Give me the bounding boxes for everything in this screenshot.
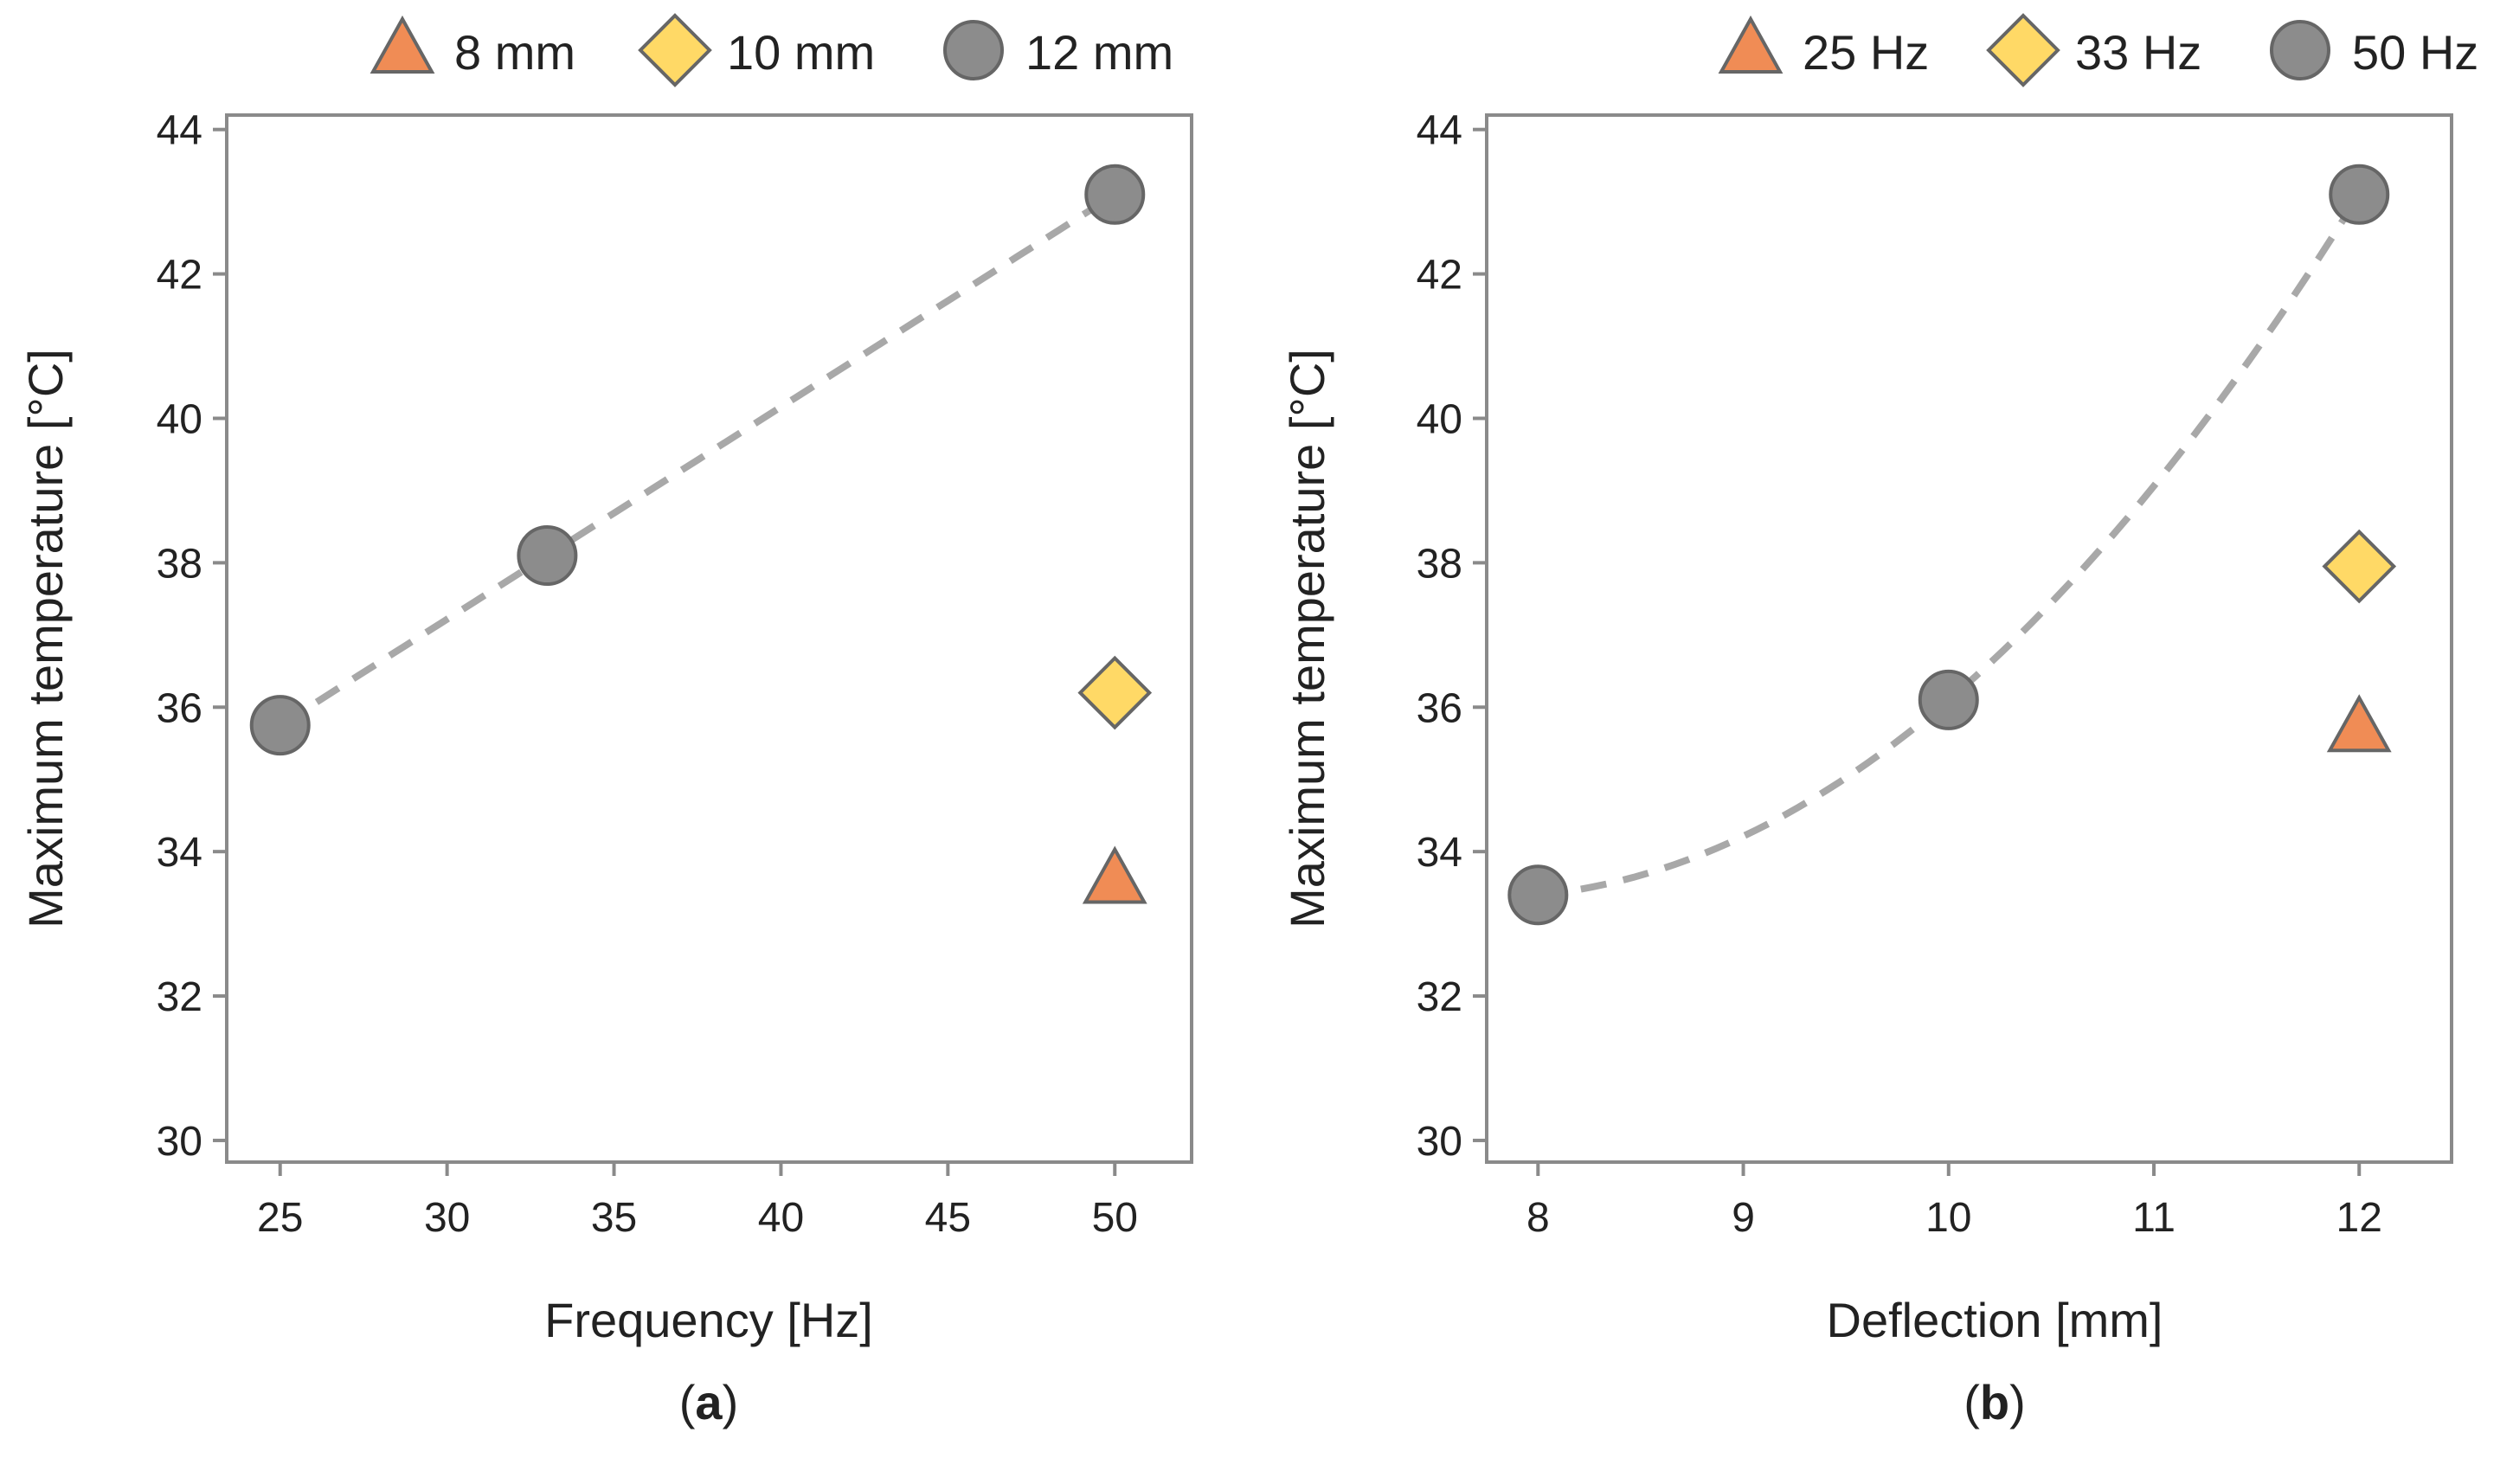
circle-data-point <box>1084 164 1146 225</box>
x-axis-ticks-a: 25 30 35 40 45 50 <box>257 1162 1138 1241</box>
y-tick-label: 34 <box>1417 830 1462 876</box>
legend-item-10mm: 10 mm <box>638 13 875 87</box>
legend-item-50hz: 50 Hz <box>2270 20 2478 80</box>
legend-panel-b: 25 Hz 33 Hz 50 Hz <box>1718 13 2478 87</box>
panel-letter-a: a <box>695 1375 723 1429</box>
y-axis-ticks-a: 30 32 34 36 38 40 42 44 <box>157 108 227 1165</box>
x-tick-label: 10 <box>1925 1195 1971 1241</box>
panel-b: 25 Hz 33 Hz 50 Hz 30 32 34 36 38 40 42 44 8 9 10 1… <box>1280 13 2478 1429</box>
diamond-data-point <box>2322 529 2397 604</box>
y-tick-label: 36 <box>1417 685 1462 731</box>
legend-diamond-marker <box>1986 13 2060 87</box>
legend-panel-a: 8 mm 10 mm 12 mm <box>370 13 1173 87</box>
y-tick-label: 38 <box>1417 541 1462 587</box>
legend-triangle-marker <box>370 15 435 74</box>
x-tick-label: 35 <box>591 1195 637 1241</box>
y-axis-label-a: Maximum temperature [°C] <box>18 349 73 928</box>
legend-label-33hz: 33 Hz <box>2075 25 2201 80</box>
diamond-data-point <box>1077 655 1153 730</box>
legend-item-12mm: 12 mm <box>943 20 1173 80</box>
legend-label-8mm: 8 mm <box>454 25 575 80</box>
legend-triangle-marker <box>1718 15 1784 74</box>
legend-circle-marker <box>943 20 1004 80</box>
x-tick-label: 25 <box>257 1195 303 1241</box>
x-tick-label: 8 <box>1526 1195 1550 1241</box>
y-tick-label: 44 <box>1417 108 1462 154</box>
legend-label-12mm: 12 mm <box>1025 25 1173 80</box>
legend-circle-marker <box>2270 20 2330 80</box>
circle-legend-symbol <box>2270 20 2330 80</box>
trendline-a <box>278 191 1117 729</box>
x-tick-label: 12 <box>2336 1195 2382 1241</box>
circle-data-point <box>1507 864 1569 926</box>
x-tick-label: 40 <box>758 1195 804 1241</box>
x-tick-label: 45 <box>925 1195 971 1241</box>
y-tick-label: 36 <box>157 685 202 731</box>
legend-item-25hz: 25 Hz <box>1718 15 1929 80</box>
legend-label-10mm: 10 mm <box>727 25 875 80</box>
y-tick-label: 32 <box>1417 974 1462 1020</box>
panel-a: 8 mm 10 mm 12 mm 30 32 34 36 38 40 42 44 25 30 35… <box>18 13 1193 1429</box>
legend-diamond-marker <box>638 13 712 87</box>
panel-caption-b: (b) <box>1963 1375 2026 1429</box>
panel-caption-a: (a) <box>679 1375 738 1429</box>
x-tick-label: 9 <box>1732 1195 1755 1241</box>
panel-letter-b: b <box>1980 1375 2009 1429</box>
x-axis-label-a: Frequency [Hz] <box>544 1293 873 1347</box>
circle-data-point <box>249 695 311 756</box>
y-tick-label: 44 <box>157 108 202 154</box>
plot-frame-a <box>225 113 1193 1164</box>
x-tick-label: 11 <box>2132 1195 2176 1241</box>
legend-label-25hz: 25 Hz <box>1803 25 1929 80</box>
x-axis-label-b: Deflection [mm] <box>1827 1293 2163 1347</box>
y-tick-label: 40 <box>157 396 202 442</box>
diamond-legend-symbol <box>638 13 712 87</box>
data-points-a <box>249 164 1153 904</box>
plot-frame-b <box>1485 113 2453 1164</box>
circle-data-point <box>517 525 578 587</box>
y-tick-label: 40 <box>1417 396 1462 442</box>
y-tick-label: 30 <box>1417 1119 1462 1165</box>
trendline-b <box>1537 192 2362 899</box>
circle-legend-symbol <box>943 20 1004 80</box>
legend-item-33hz: 33 Hz <box>1986 13 2201 87</box>
y-axis-label-b: Maximum temperature [°C] <box>1280 349 1334 928</box>
y-axis-ticks-b: 30 32 34 36 38 40 42 44 <box>1417 108 1487 1165</box>
x-tick-label: 30 <box>424 1195 470 1241</box>
triangle-legend-symbol <box>1718 15 1784 74</box>
y-tick-label: 38 <box>157 541 202 587</box>
y-tick-label: 30 <box>157 1119 202 1165</box>
circle-data-point <box>1918 669 1979 730</box>
diamond-legend-symbol <box>1986 13 2060 87</box>
y-tick-label: 42 <box>1417 253 1462 299</box>
data-points-b <box>1507 164 2397 926</box>
triangle-data-point <box>2326 694 2392 753</box>
triangle-data-point <box>1082 845 1147 904</box>
x-tick-label: 50 <box>1092 1195 1138 1241</box>
circle-data-point <box>2329 164 2390 225</box>
y-tick-label: 32 <box>157 974 202 1020</box>
y-tick-label: 42 <box>157 253 202 299</box>
legend-label-50hz: 50 Hz <box>2352 25 2478 80</box>
x-axis-ticks-b: 8 9 10 11 12 <box>1526 1162 2382 1241</box>
legend-item-8mm: 8 mm <box>370 15 575 80</box>
triangle-legend-symbol <box>370 15 435 74</box>
y-tick-label: 34 <box>157 830 202 876</box>
